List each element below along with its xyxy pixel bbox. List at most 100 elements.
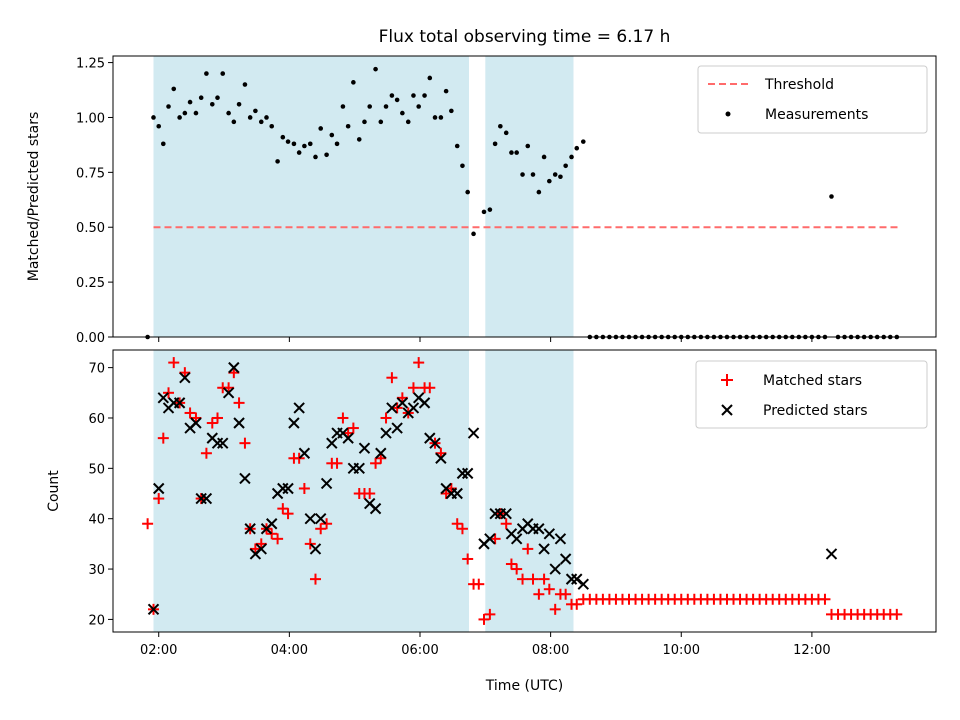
matched-star-marker: [380, 412, 392, 424]
predicted-star-marker: [190, 417, 202, 429]
measurement-point: [226, 110, 231, 116]
measurement-points: [145, 66, 900, 340]
predicted-star-marker: [200, 492, 213, 505]
top-y-tick-label: 1.25: [76, 57, 105, 72]
measurement-point: [324, 152, 329, 158]
predicted-star-marker: [554, 533, 567, 545]
measurement-point: [220, 71, 226, 76]
measurement-point: [829, 194, 834, 199]
measurement-point: [242, 82, 248, 87]
measurement-point: [171, 86, 177, 92]
measurement-point: [536, 189, 542, 195]
matched-star-marker: [391, 402, 403, 414]
measurement-point: [151, 115, 156, 120]
matched-star-marker: [511, 563, 523, 575]
predicted-star-marker: [298, 447, 311, 459]
top-y-axis-label: Matched/Predicted stars: [26, 112, 42, 282]
matched-star-marker: [142, 518, 154, 530]
predicted-star-marker: [217, 437, 229, 449]
predicted-star-marker: [577, 578, 589, 590]
measurement-point: [340, 104, 346, 109]
predicted-star-marker: [533, 523, 545, 535]
measurement-point: [454, 143, 460, 149]
measurement-point: [209, 101, 215, 107]
measurement-point: [580, 139, 586, 144]
matched-star-marker: [293, 452, 305, 464]
measurement-point: [280, 134, 286, 140]
predicted-star-marker: [304, 512, 316, 525]
predicted-star-marker: [222, 387, 235, 399]
predicted-star-marker: [565, 573, 578, 585]
measurement-point: [307, 141, 313, 147]
predicted-star-marker: [211, 437, 224, 449]
legend-threshold-label: Threshold: [764, 77, 834, 93]
measurement-point: [416, 104, 421, 109]
matched-star-marker: [473, 578, 485, 590]
measurement-point: [334, 141, 340, 147]
bottom-x-tick-label: 12:00: [793, 643, 830, 658]
bottom-y-ticks: 20 30 40 50 60 70: [88, 362, 113, 628]
matched-star-marker: [153, 493, 165, 505]
legend-measurements-label: Measurements: [765, 107, 868, 123]
matched-star-marker: [315, 523, 327, 535]
matched-star-marker: [331, 457, 343, 469]
measurement-point: [427, 75, 433, 81]
top-y-tick-label: 0.25: [76, 276, 105, 291]
measurement-point: [520, 172, 525, 177]
bottom-x-tick-label: 10:00: [663, 643, 700, 658]
measurement-point: [438, 115, 444, 120]
predicted-star-marker: [538, 543, 550, 555]
measurement-point: [449, 108, 454, 114]
measurement-point: [503, 130, 509, 136]
measurement-point: [525, 143, 531, 149]
measurement-point: [481, 209, 487, 215]
bottom-panel: 20 30 40 50 60 70 02:00 04:00 06:00 08:00 10:00 12…: [46, 349, 937, 694]
measurement-point: [351, 80, 356, 85]
matched-star-marker: [549, 603, 561, 615]
matched-star-marker: [533, 588, 545, 600]
matched-star-marker: [451, 518, 463, 530]
matched-star-marker: [233, 397, 245, 409]
bottom-legend: Matched stars Predicted stars: [695, 360, 928, 429]
legend-predicted-swatch: [721, 404, 733, 416]
measurement-point: [187, 99, 193, 105]
bottom-y-tick-label: 40: [88, 513, 105, 528]
matched-star-marker: [364, 488, 376, 500]
predicted-star-marker: [233, 417, 245, 429]
measurement-point: [182, 110, 188, 116]
matched-star-marker: [571, 598, 583, 610]
predicted-star-marker: [451, 487, 463, 500]
predicted-star-marker: [418, 397, 431, 409]
predicted-star-marker: [559, 553, 572, 565]
matched-star-marker: [462, 553, 474, 565]
bottom-plot-frame: [112, 349, 937, 633]
measurement-point: [236, 101, 242, 107]
predicted-star-marker: [282, 482, 294, 495]
predicted-star-marker: [461, 467, 474, 480]
matched-star-marker: [538, 573, 550, 585]
predicted-star-marker: [549, 563, 561, 575]
measurement-point: [313, 154, 318, 160]
measurement-point: [318, 126, 324, 131]
matched-star-marker: [212, 412, 224, 424]
matched-star-marker: [168, 357, 180, 369]
measurement-point: [367, 104, 372, 109]
chart-title: Flux total observing time = 6.17 h: [379, 27, 671, 47]
predicted-star-marker: [358, 442, 371, 454]
measurement-point: [498, 123, 503, 129]
predicted-star-marker: [255, 543, 267, 555]
bottom-shaded-interval-2: [485, 350, 574, 632]
matched-star-marker: [206, 417, 218, 429]
top-legend-box: [697, 65, 928, 134]
x-axis-label: Time (UTC): [485, 678, 563, 694]
predicted-star-marker: [380, 427, 392, 439]
measurement-point: [198, 95, 204, 101]
measurement-point: [400, 110, 405, 116]
legend-predicted-label: Predicted stars: [763, 403, 868, 419]
matched-star-marker: [527, 573, 539, 585]
measurement-point: [405, 119, 411, 125]
measurement-point: [471, 231, 476, 237]
measurement-point: [345, 123, 351, 129]
matched-star-marker: [560, 588, 572, 600]
